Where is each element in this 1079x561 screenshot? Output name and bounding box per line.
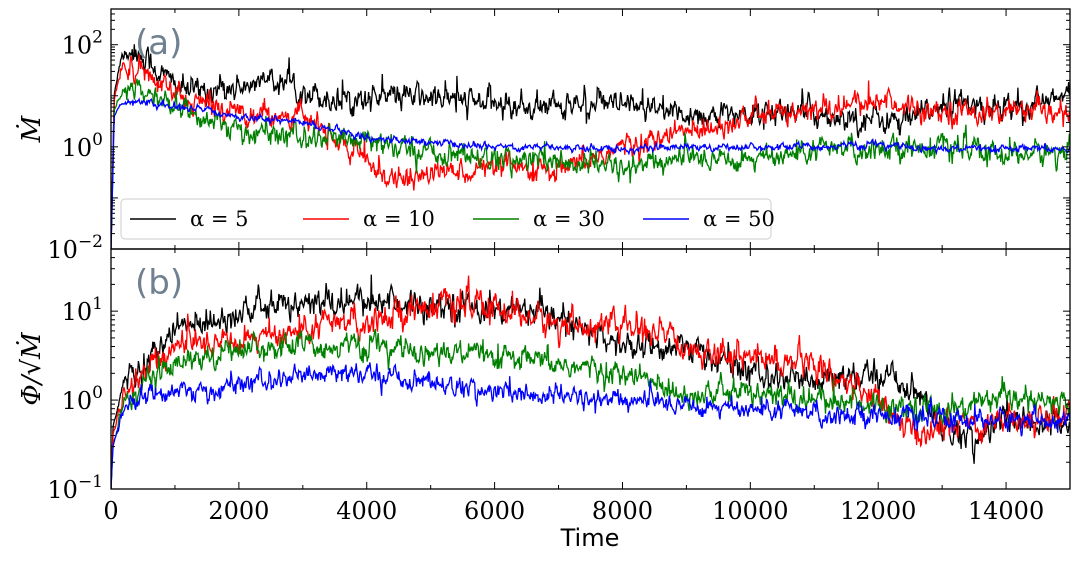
y-axis-label-a: Ṁ — [16, 114, 47, 143]
series-group-a — [111, 44, 1070, 249]
y-tick-label: 101 — [62, 294, 103, 326]
legend-label-3: α = 30 — [533, 207, 605, 231]
x-axis-label: Time — [560, 524, 620, 552]
axes-frame-b — [110, 248, 1071, 490]
panel-a: 10−2 100 102 (a) Ṁ α = 5 α = 10 α = 30 α = 50 — [16, 8, 1071, 264]
x-tick-label: 2000 — [208, 497, 269, 525]
series-line-b-4 — [111, 362, 1070, 489]
panel-label-a: (a) — [135, 23, 182, 63]
x-tick-label: 0 — [103, 497, 118, 525]
series-line-a-1 — [111, 44, 1070, 249]
y-tick-label: 10−2 — [47, 232, 103, 264]
legend-label-4: α = 50 — [703, 207, 775, 231]
y-axis-label-b: Φ/√Ṁ — [16, 331, 47, 406]
series-line-b-3 — [111, 328, 1070, 489]
x-tick-label: 8000 — [592, 497, 653, 525]
series-line-a-2 — [111, 54, 1070, 249]
series-line-b-2 — [111, 275, 1070, 489]
x-tick-label: 6000 — [464, 497, 525, 525]
series-line-a-4 — [111, 97, 1070, 249]
x-tick-label: 10000 — [712, 497, 788, 525]
x-tick-label: 4000 — [336, 497, 397, 525]
x-tick-label: 12000 — [840, 497, 916, 525]
panel-b: 0 2000 4000 6000 8000 10000 12000 14000 10−1 100 1… — [16, 248, 1071, 552]
legend-label-2: α = 10 — [363, 207, 435, 231]
legend-frame — [120, 198, 772, 240]
y-tick-label: 100 — [62, 383, 103, 415]
legend-label-1: α = 5 — [190, 207, 249, 231]
y-tick-label: 10−1 — [47, 472, 103, 504]
y-tick-label: 102 — [62, 28, 103, 60]
ticks-b: 0 2000 4000 6000 8000 10000 12000 14000 10−1 100 1… — [47, 248, 1071, 525]
y-tick-label: 100 — [62, 130, 103, 162]
legend: α = 5 α = 10 α = 30 α = 50 — [120, 198, 775, 240]
series-group-b — [111, 274, 1070, 489]
ticks-a: 10−2 100 102 — [47, 8, 1071, 264]
x-tick-label: 14000 — [968, 497, 1044, 525]
panel-label-b: (b) — [135, 263, 183, 303]
